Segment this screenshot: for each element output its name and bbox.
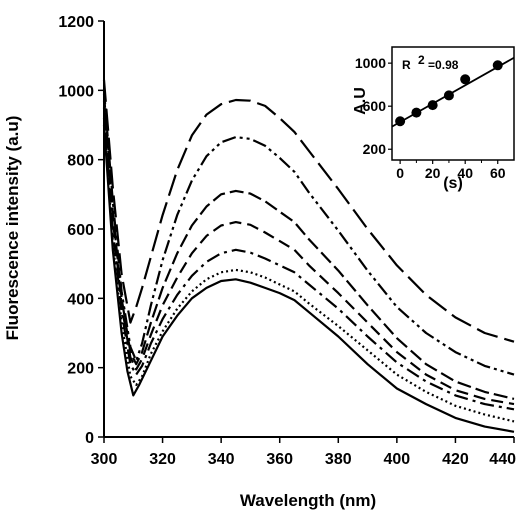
x-tick-label: 320	[149, 451, 176, 468]
inset-y-tick-label: 600	[363, 98, 387, 114]
inset-data-point	[411, 107, 422, 118]
x-tick-label: 440	[489, 451, 516, 468]
inset-x-tick-label: 60	[490, 165, 506, 181]
inset-r2-annotation: R 2 =0.98	[402, 53, 459, 72]
inset-y-tick-label: 200	[363, 141, 387, 157]
inset-chart: 200 600 1000 0 20 40 60 A.U (s) R 2 =0.98	[352, 46, 515, 192]
inset-y-axis-title: A.U	[352, 87, 369, 115]
y-tick-label: 1200	[58, 14, 94, 31]
series-line-long-dash	[102, 100, 515, 406]
inset-data-point	[395, 116, 406, 127]
y-tick-label: 1000	[58, 83, 94, 100]
r2-value: =0.98	[428, 58, 459, 72]
series-line-long-dash-heavy	[102, 79, 515, 343]
series-line-dotted	[102, 118, 515, 423]
inset-data-point	[427, 100, 438, 111]
inset-data-point	[443, 90, 454, 101]
inset-points	[391, 56, 515, 128]
main-series	[102, 79, 515, 433]
inset-y-tick-label: 1000	[355, 55, 386, 71]
y-tick-label: 400	[67, 291, 94, 308]
y-tick-label: 800	[67, 153, 94, 170]
x-tick-label: 300	[91, 451, 118, 468]
y-tick-label: 600	[67, 222, 94, 239]
inset-ticks: 200 600 1000 0 20 40 60	[355, 55, 506, 181]
x-tick-label: 400	[384, 451, 411, 468]
x-axis-title: Wavelength (nm)	[240, 491, 376, 510]
inset-data-point	[460, 74, 471, 85]
y-axis-title: Fluorescence intensity (a.u)	[3, 116, 22, 341]
x-tick-label: 340	[208, 451, 235, 468]
r2-prefix: R	[402, 58, 411, 72]
series-line-dash-dot	[102, 107, 515, 411]
y-tick-label: 200	[67, 361, 94, 378]
r2-superscript: 2	[418, 53, 425, 67]
inset-data-point	[492, 60, 503, 71]
series-line-solid	[102, 124, 515, 433]
series-line-medium-dash	[102, 93, 515, 400]
x-tick-label: 420	[442, 451, 469, 468]
x-tick-label: 380	[325, 451, 352, 468]
inset-x-tick-label: 20	[425, 165, 441, 181]
x-tick-label: 360	[266, 451, 293, 468]
inset-x-axis-title: (s)	[443, 175, 463, 192]
inset-x-tick-label: 40	[457, 165, 473, 181]
inset-x-tick-label: 0	[396, 165, 404, 181]
y-tick-label: 0	[85, 430, 94, 447]
